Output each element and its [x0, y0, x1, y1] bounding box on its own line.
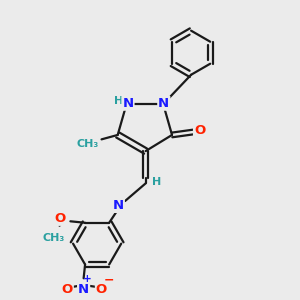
Text: O: O — [96, 283, 107, 296]
Text: O: O — [55, 212, 66, 225]
Text: N: N — [113, 199, 124, 212]
Text: −: − — [103, 274, 114, 287]
Text: N: N — [158, 97, 169, 110]
Text: H: H — [114, 96, 123, 106]
Text: CH₃: CH₃ — [76, 139, 99, 149]
Text: H: H — [152, 177, 161, 187]
Text: +: + — [83, 274, 92, 284]
Text: N: N — [122, 97, 134, 110]
Text: N: N — [78, 283, 89, 296]
Text: O: O — [194, 124, 205, 137]
Text: O: O — [62, 283, 73, 296]
Text: CH₃: CH₃ — [43, 233, 65, 243]
